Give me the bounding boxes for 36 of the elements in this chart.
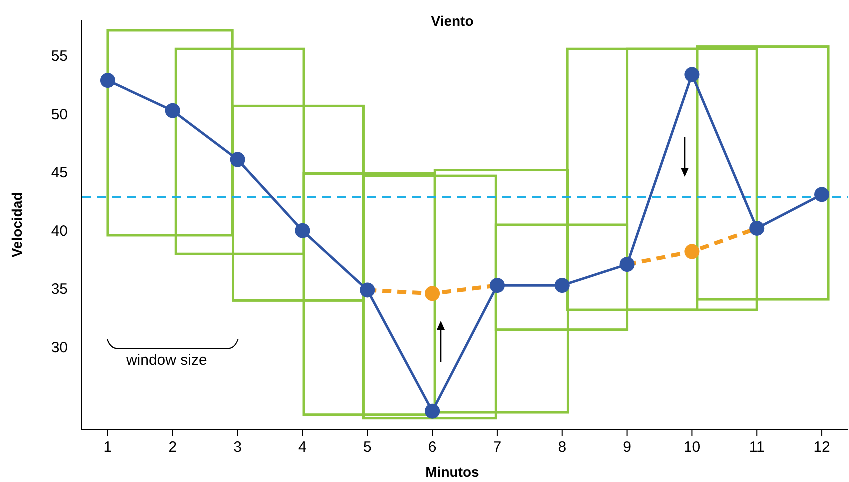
point <box>295 223 310 238</box>
point <box>814 187 830 202</box>
x-tick-label: 3 <box>234 439 242 456</box>
x-tick-label: 5 <box>363 439 372 456</box>
x-axis-title: Minutos <box>426 464 480 480</box>
x-tick-label: 1 <box>104 439 112 456</box>
x-tick-label: 7 <box>493 439 502 456</box>
point <box>684 244 700 260</box>
y-tick-label: 30 <box>51 339 68 356</box>
x-tick-label: 6 <box>428 439 437 456</box>
y-tick-label: 40 <box>51 222 68 240</box>
x-tick-label: 2 <box>168 439 178 456</box>
x-tick-label: 10 <box>684 439 701 456</box>
point <box>620 257 635 272</box>
x-tick-label: 8 <box>558 439 567 456</box>
x-tick-label: 12 <box>814 439 830 456</box>
point <box>425 286 440 302</box>
point <box>554 278 570 294</box>
point <box>684 67 700 82</box>
point <box>750 220 765 236</box>
y-tick-label: 50 <box>51 106 68 124</box>
chart-title: Viento <box>431 13 474 29</box>
point <box>230 152 246 168</box>
x-tick-label: 4 <box>298 439 307 456</box>
point <box>165 103 180 118</box>
x-tick-label: 11 <box>749 439 765 456</box>
point <box>360 282 376 298</box>
x-tick-label: 9 <box>623 439 632 456</box>
y-axis-title: Velocidad <box>9 192 25 258</box>
y-tick-label: 35 <box>51 281 68 298</box>
point <box>425 404 440 419</box>
point <box>100 73 116 88</box>
annotation: window size <box>125 352 208 370</box>
y-tick-label: 45 <box>51 164 68 182</box>
point <box>490 278 505 294</box>
y-tick-label: 55 <box>51 48 68 66</box>
